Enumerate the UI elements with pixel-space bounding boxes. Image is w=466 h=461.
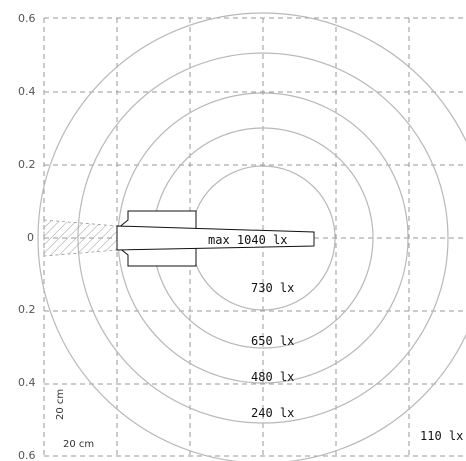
lux-labels: max 1040 lx 730 lx 650 lx 480 lx 240 lx …	[208, 233, 463, 443]
wall-mount	[43, 219, 118, 257]
scale-vertical: 20 cm	[55, 389, 66, 420]
lux-label-110: 110 lx	[420, 429, 463, 443]
tick-label: 0.2	[18, 158, 36, 171]
lamp-body	[116, 210, 315, 267]
tick-label: 0.6	[18, 12, 36, 25]
tick-label: 0.6	[18, 449, 36, 461]
scale-horizontal: 20 cm	[63, 439, 94, 450]
tick-label: 0.4	[18, 85, 36, 98]
scale-indicator: 20 cm 20 cm	[55, 389, 94, 450]
lux-label-730: 730 lx	[251, 281, 294, 295]
lux-label-480: 480 lx	[251, 370, 294, 384]
ring-110	[37, 12, 466, 461]
max-lux-label: max 1040 lx	[208, 233, 287, 247]
tick-label: 0.2	[18, 303, 36, 316]
tick-label: 0	[27, 231, 34, 244]
y-axis-ticks: 0.6 0.4 0.2 0 0.2 0.4 0.6	[18, 12, 36, 461]
tick-label: 0.4	[18, 376, 36, 389]
lux-label-240: 240 lx	[251, 406, 294, 420]
lux-label-650: 650 lx	[251, 334, 294, 348]
